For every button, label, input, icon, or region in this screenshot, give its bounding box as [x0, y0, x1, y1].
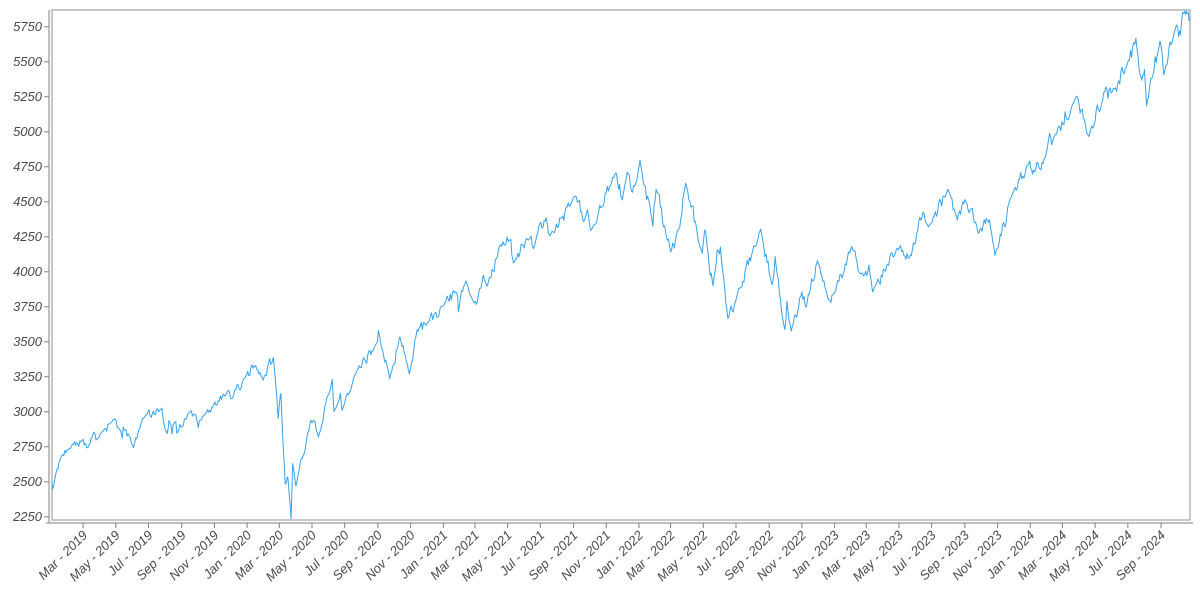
- y-tick-label: 3000: [13, 404, 43, 419]
- y-tick-label: 5750: [13, 19, 43, 34]
- y-tick-label: 4500: [13, 194, 43, 209]
- y-tick-label: 5000: [13, 124, 43, 139]
- price-line: [51, 10, 1191, 520]
- y-tick-label: 5500: [13, 54, 43, 69]
- y-tick-label: 4000: [13, 264, 43, 279]
- y-tick-label: 2750: [12, 439, 43, 454]
- y-tick-label: 3500: [13, 334, 43, 349]
- y-tick-label: 5250: [13, 89, 43, 104]
- y-tick-label: 4750: [13, 159, 43, 174]
- y-tick-label: 3250: [13, 369, 43, 384]
- y-tick-label: 2250: [12, 509, 43, 524]
- y-tick-label: 4250: [13, 229, 43, 244]
- y-tick-label: 3750: [13, 299, 43, 314]
- plot-frame: [51, 9, 1191, 521]
- y-axis: 2250 2500 2750 3000 3250 3500 3750 4000 4250 4500…: [12, 10, 50, 524]
- y-tick-label: 2500: [12, 474, 43, 489]
